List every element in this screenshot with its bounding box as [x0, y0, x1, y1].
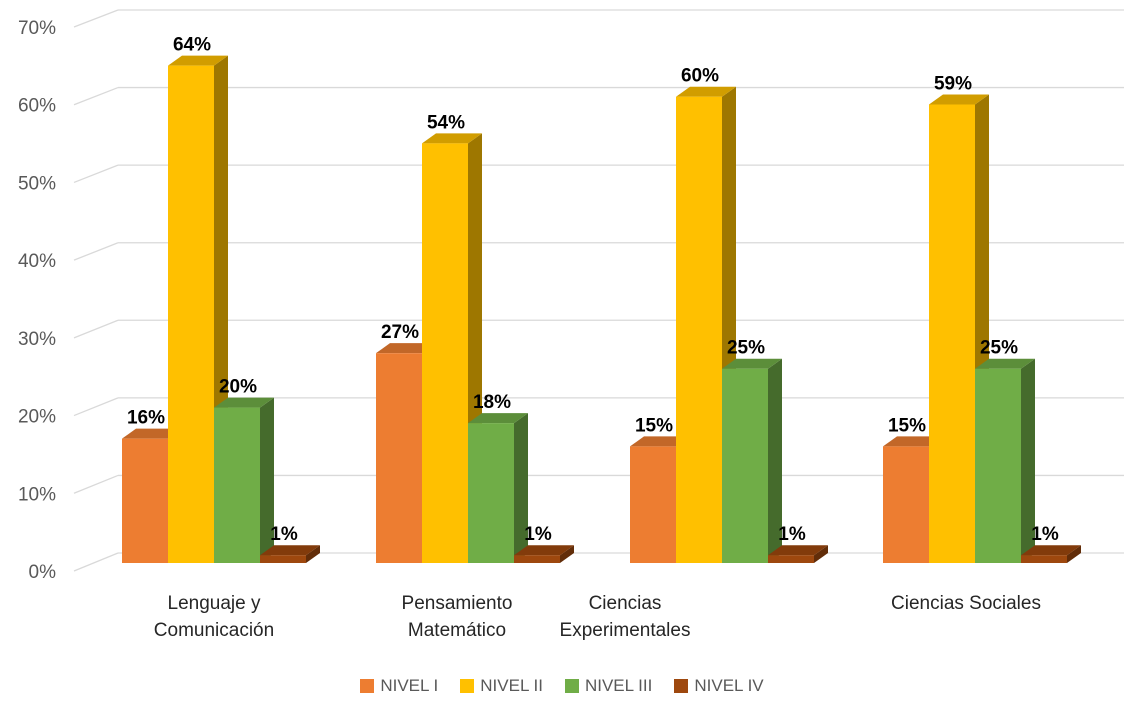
- data-label: 15%: [888, 415, 926, 436]
- bar-top: [376, 343, 436, 354]
- bar-top: [514, 545, 574, 556]
- bar: [975, 368, 1021, 563]
- bar-top: [722, 358, 782, 369]
- y-tick-label: 20%: [18, 407, 56, 428]
- legend-swatch: [674, 679, 689, 693]
- category-label: Ciencias Sociales: [891, 593, 1041, 614]
- gridline-depth: [73, 397, 119, 417]
- bar-side: [814, 545, 828, 563]
- bar-side: [260, 397, 274, 563]
- y-tick-label: 60%: [18, 96, 56, 117]
- bar: [514, 555, 560, 563]
- bar: [422, 143, 468, 564]
- legend-label: NIVEL IV: [694, 676, 764, 695]
- bar-top: [676, 86, 736, 97]
- gridline-depth: [73, 319, 119, 339]
- gridline-depth: [73, 164, 119, 184]
- legend-item: NIVEL IV: [674, 676, 764, 696]
- bar: [768, 555, 814, 563]
- legend-label: NIVEL III: [584, 676, 653, 695]
- gridline-depth: [73, 474, 119, 494]
- gridline-depth: [73, 552, 119, 572]
- legend-label: NIVEL I: [380, 676, 439, 695]
- category-label: Pensamiento Matemático: [402, 593, 513, 641]
- category-label: Ciencias Experimentales: [560, 593, 691, 641]
- bar-top: [1021, 545, 1081, 556]
- data-label: 59%: [934, 73, 972, 94]
- legend-item: NIVEL III: [564, 676, 653, 696]
- legend-swatch: [360, 679, 375, 693]
- data-label: 1%: [524, 524, 552, 545]
- bar: [122, 438, 168, 563]
- legend-item: NIVEL I: [360, 676, 438, 696]
- data-labels: 16% 64% 20% 1% 27% 54% 18% 1% 15% 60% 25% 1% 15% 59% 2…: [127, 35, 1059, 546]
- bar: [376, 353, 422, 563]
- data-label: 1%: [270, 524, 298, 545]
- category-label: Lenguaje y Comunicación: [154, 593, 274, 641]
- legend: NIVEL I NIVEL II NIVEL III NIVEL IV: [0, 676, 1124, 696]
- data-label: 18%: [473, 392, 511, 413]
- data-label: 1%: [1031, 524, 1059, 545]
- x-axis-categories: Lenguaje y Comunicación Pensamiento Matemát…: [154, 593, 1041, 641]
- bar-side: [306, 545, 320, 563]
- bar-top: [122, 428, 182, 439]
- data-label: 27%: [381, 322, 419, 343]
- bar-side: [1021, 358, 1035, 563]
- gridline-depth: [73, 242, 119, 261]
- bar: [214, 407, 260, 563]
- bar-top: [768, 545, 828, 556]
- bar-top: [214, 397, 274, 408]
- bars: [122, 55, 1081, 564]
- bar-top: [630, 436, 690, 447]
- y-tick-label: 40%: [18, 251, 56, 272]
- y-tick-label: 70%: [18, 18, 56, 39]
- legend-label: NIVEL II: [480, 676, 543, 695]
- bar: [929, 104, 975, 563]
- data-label: 25%: [980, 338, 1018, 359]
- data-label: 20%: [219, 377, 257, 398]
- bar-top: [883, 436, 943, 447]
- legend-item: NIVEL II: [460, 676, 543, 696]
- bar: [468, 423, 514, 563]
- data-label: 15%: [635, 415, 673, 436]
- y-tick-label: 50%: [18, 173, 56, 194]
- y-axis-ticks: 0% 10% 20% 30% 40% 50% 60% 70%: [18, 18, 56, 583]
- gridline-depth: [73, 9, 119, 28]
- bar-top: [260, 545, 320, 556]
- bar: [168, 65, 214, 563]
- y-tick-label: 0%: [29, 562, 57, 583]
- bar-side: [514, 413, 528, 563]
- gridline-depth: [73, 86, 119, 106]
- legend-swatch: [460, 679, 475, 693]
- data-label: 16%: [127, 408, 165, 429]
- bar: [676, 96, 722, 563]
- bar: [630, 446, 676, 563]
- data-label: 54%: [427, 112, 465, 133]
- y-tick-label: 30%: [18, 329, 56, 350]
- y-tick-label: 10%: [18, 484, 56, 505]
- data-label: 64%: [173, 35, 211, 56]
- bar: [722, 368, 768, 563]
- bar: [883, 446, 929, 563]
- bar-top: [975, 358, 1035, 369]
- bar-top: [929, 94, 989, 105]
- bar-chart: 0% 10% 20% 30% 40% 50% 60% 70% 16% 64% 20% 1% 27% 54…: [18, 9, 1124, 641]
- data-label: 1%: [778, 524, 806, 545]
- bar-top: [168, 55, 228, 66]
- bar-top: [468, 413, 528, 424]
- bar: [260, 555, 306, 563]
- bar-top: [422, 133, 482, 144]
- bar-side: [1067, 545, 1081, 563]
- bar: [1021, 555, 1067, 563]
- data-label: 60%: [681, 66, 719, 87]
- legend-swatch: [564, 679, 579, 693]
- data-label: 25%: [727, 338, 765, 359]
- bar-side: [768, 358, 782, 563]
- bar-side: [560, 545, 574, 563]
